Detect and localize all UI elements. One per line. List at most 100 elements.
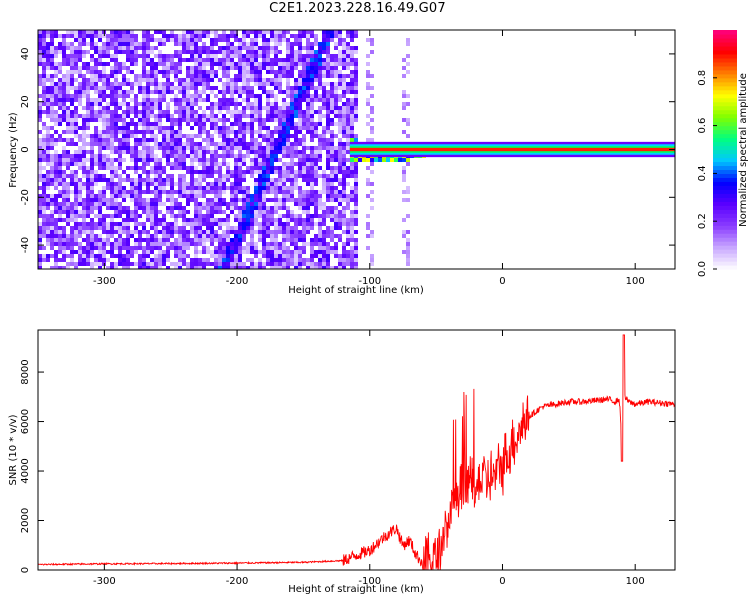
spectrogram-cell: [122, 186, 126, 190]
spectrogram-cell: [98, 190, 102, 194]
spectrogram-cell: [210, 102, 214, 106]
spectrogram-cell: [298, 194, 302, 198]
spectrogram-cell: [38, 118, 42, 122]
spectrogram-cell: [238, 158, 242, 162]
spectrogram-cell: [182, 94, 186, 98]
spectrogram-cell: [178, 122, 182, 126]
spectrogram-cell: [62, 162, 66, 166]
spectrogram-cell: [226, 238, 230, 242]
spectrogram-cell: [82, 254, 86, 258]
spectrogram-cell: [150, 154, 154, 158]
spectrogram-cell: [82, 90, 86, 94]
spectrogram-cell: [150, 138, 154, 142]
spectrogram-cell: [170, 138, 174, 142]
spectrogram-cell: [278, 86, 282, 90]
spectrogram-cell: [306, 266, 310, 269]
spectrogram-cell: [342, 162, 346, 166]
spectrogram-cell: [62, 90, 66, 94]
spectrogram-cell: [38, 178, 42, 182]
spectrogram-cell: [54, 142, 58, 146]
spectrogram-cell: [342, 182, 346, 186]
spectrogram-cell: [46, 226, 50, 230]
spectrogram-cell: [106, 118, 110, 122]
spectrogram-cell: [46, 218, 50, 222]
spectrogram-cell: [210, 162, 214, 166]
spectrogram-cell: [314, 90, 318, 94]
spectrogram-cell: [42, 226, 46, 230]
spectrogram-cell: [154, 134, 158, 138]
spectrogram-cell: [130, 154, 134, 158]
spectrogram-cell: [242, 114, 246, 118]
spectrogram-cell: [62, 218, 66, 222]
spectrogram-cell: [346, 110, 350, 114]
spectrogram-cell: [298, 214, 302, 218]
spectrogram-cell: [198, 146, 202, 150]
spectrogram-cell: [234, 230, 238, 234]
spectrogram-cell: [294, 214, 298, 218]
spectrogram-cell: [222, 162, 226, 166]
spectrogram-cell: [286, 178, 290, 182]
spectrogram-cell: [262, 54, 266, 58]
spectrogram-cell: [126, 82, 130, 86]
spectrogram-cell: [58, 206, 62, 210]
spectrogram-cell: [330, 70, 334, 74]
spectrogram-cell: [110, 138, 114, 142]
spectrogram-cell: [198, 218, 202, 222]
spectrogram-cell: [118, 254, 122, 258]
spectrogram-cell: [270, 178, 274, 182]
spectrogram-cell: [118, 162, 122, 166]
spectrogram-cell: [186, 266, 190, 269]
spectrogram-cell: [170, 174, 174, 178]
spectrogram-cell: [154, 178, 158, 182]
spectrogram-cell: [310, 174, 314, 178]
spectrogram-cell: [86, 150, 90, 154]
spectrogram-cell: [366, 246, 370, 250]
spectrogram-cell: [306, 62, 310, 66]
spectrogram-cell: [70, 162, 74, 166]
spectrogram-cell: [174, 38, 178, 42]
spectrogram-cell: [102, 94, 106, 98]
spectrogram-cell: [278, 126, 282, 130]
spectrogram-cell: [314, 242, 318, 246]
spectrogram-cell: [270, 62, 274, 66]
spectrogram-cell: [122, 230, 126, 234]
spectrogram-cell: [330, 214, 334, 218]
spectrogram-cell: [50, 90, 54, 94]
spectrogram-cell: [302, 250, 306, 254]
spectrogram-cell: [238, 246, 242, 250]
spectrogram-cell: [350, 158, 354, 162]
spectrogram-cell: [194, 150, 198, 154]
spectrogram-cell: [102, 126, 106, 130]
spectrogram-cell: [266, 134, 270, 138]
spectrogram-cell: [194, 142, 198, 146]
spectrogram-cell: [182, 214, 186, 218]
spectrogram-cell: [146, 230, 150, 234]
spectrogram-cell: [326, 62, 330, 66]
spectrogram-cell: [250, 38, 254, 42]
spectrogram-cell: [106, 134, 110, 138]
spectrogram-cell: [322, 66, 326, 70]
spectrogram-cell: [114, 54, 118, 58]
spectrogram-cell: [186, 230, 190, 234]
spectrogram-cell: [90, 226, 94, 230]
spectrogram-cell: [210, 226, 214, 230]
spectrogram-cell: [242, 174, 246, 178]
spectrogram-cell: [78, 262, 82, 266]
spectrogram-cell: [354, 198, 358, 202]
spectrogram-cell: [130, 42, 134, 46]
spectrogram-cell: [118, 234, 122, 238]
spectrogram-cell: [178, 82, 182, 86]
colorbar-swatch: [713, 45, 737, 51]
spectrogram-cell: [54, 122, 58, 126]
spectrogram-cell: [102, 134, 106, 138]
spectrogram-cell: [254, 178, 258, 182]
spectrogram-cell: [150, 246, 154, 250]
spectrogram-cell: [202, 42, 206, 46]
spectrogram-cell: [242, 110, 246, 114]
colorbar-swatch: [713, 237, 737, 242]
spectrogram-cell: [154, 82, 158, 86]
spectrogram-cell: [126, 122, 130, 126]
spectrogram-cell: [158, 54, 162, 58]
spectrogram-cell: [278, 42, 282, 46]
spectrogram-cell: [306, 258, 310, 262]
